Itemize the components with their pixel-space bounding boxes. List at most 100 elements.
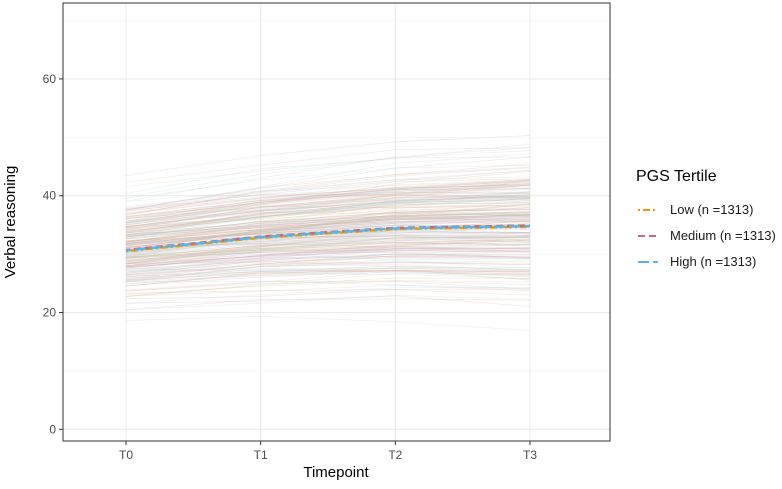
individual-trajectory	[125, 180, 531, 217]
individual-trajectory	[125, 294, 531, 311]
individual-trajectory	[125, 153, 531, 211]
individual-trajectory	[125, 184, 531, 224]
individual-trajectory	[125, 247, 531, 269]
individual-trajectory	[125, 213, 531, 251]
individual-trajectory	[125, 248, 531, 269]
individual-trajectory	[125, 220, 531, 265]
individual-trajectory	[125, 227, 531, 246]
individual-trajectory	[125, 210, 531, 245]
individual-trajectory	[125, 221, 531, 242]
individual-trajectory	[125, 213, 531, 238]
individual-trajectory	[125, 180, 531, 239]
individual-trajectory	[125, 176, 531, 209]
individual-trajectory	[125, 192, 531, 231]
individual-trajectory	[125, 270, 530, 287]
individual-trajectory	[125, 256, 531, 267]
legend: PGS Tertile Low (n =1313) Medium (n =1313…	[636, 168, 776, 269]
individual-trajectory	[125, 251, 531, 266]
individual-trajectory	[125, 253, 531, 280]
individual-trajectory	[125, 211, 531, 244]
individual-trajectory	[125, 280, 531, 290]
individual-trajectory	[125, 206, 531, 243]
individual-trajectory	[125, 242, 531, 266]
individual-trajectory	[125, 248, 531, 258]
individual-trajectory	[125, 169, 531, 208]
individual-trajectory	[125, 249, 531, 275]
individual-trajectory	[125, 188, 531, 220]
individual-trajectory	[125, 200, 531, 232]
individual-trajectory	[125, 235, 531, 251]
individual-trajectory	[125, 267, 531, 281]
individual-trajectory	[125, 214, 531, 251]
individual-trajectory	[125, 191, 531, 218]
individual-trajectory	[125, 191, 531, 215]
individual-trajectory	[125, 211, 531, 243]
individual-trajectory	[125, 220, 531, 244]
individual-trajectory	[125, 244, 531, 274]
individual-trajectory	[125, 143, 531, 194]
panel-border	[62, 2, 611, 442]
individual-trajectory	[125, 194, 531, 234]
individual-trajectory	[125, 236, 531, 260]
individual-trajectory	[125, 178, 531, 226]
individual-trajectory	[125, 253, 531, 270]
individual-trajectory	[125, 221, 531, 237]
individual-trajectory	[125, 269, 531, 282]
individual-trajectory	[125, 226, 531, 267]
individual-trajectory	[125, 236, 531, 268]
legend-title: PGS Tertile	[636, 168, 717, 185]
y-tick-label: 60	[43, 72, 57, 86]
individual-trajectory	[125, 203, 531, 252]
individual-trajectory	[125, 239, 531, 263]
individual-trajectory	[125, 247, 531, 268]
individual-trajectory	[125, 212, 531, 238]
individual-trajectory	[125, 253, 531, 272]
individual-trajectory	[125, 213, 531, 248]
individual-trajectory	[125, 216, 531, 244]
x-tick-label: T2	[388, 448, 402, 462]
individual-trajectory	[125, 163, 531, 211]
individual-trajectory	[125, 184, 531, 236]
individual-trajectory	[125, 235, 531, 245]
individual-trajectory	[125, 209, 531, 229]
individual-trajectory	[125, 217, 531, 240]
individual-trajectory	[125, 205, 531, 220]
individual-trajectory	[125, 193, 531, 233]
individual-trajectory	[125, 180, 531, 231]
individual-trajectory	[125, 217, 531, 246]
individual-trajectory	[125, 226, 531, 256]
individual-trajectory	[125, 268, 531, 280]
individual-trajectory	[125, 196, 531, 231]
individual-trajectory	[125, 224, 531, 244]
individual-trajectory	[125, 197, 531, 234]
individual-trajectory	[125, 251, 531, 262]
individual-trajectory	[125, 198, 531, 232]
individual-trajectory	[125, 211, 531, 247]
individual-trajectory	[125, 184, 531, 210]
individual-trajectory	[125, 196, 531, 236]
individual-trajectory	[125, 199, 531, 234]
individual-trajectory	[125, 150, 531, 198]
individual-trajectory	[125, 246, 531, 267]
y-tick-label: 0	[49, 422, 56, 436]
individual-trajectory	[125, 202, 531, 230]
individual-trajectory	[125, 185, 531, 220]
individual-trajectory	[125, 215, 531, 236]
individual-trajectory	[125, 183, 531, 228]
individual-trajectory	[125, 289, 531, 296]
individual-trajectory	[125, 233, 531, 257]
y-axis: 0 20 40 60	[43, 72, 63, 436]
individual-trajectory	[125, 246, 531, 267]
individual-trajectory	[125, 280, 531, 291]
individual-trajectory	[125, 248, 531, 265]
individual-trajectory	[125, 185, 531, 223]
individual-trajectory	[125, 195, 531, 227]
individual-trajectory	[125, 267, 531, 281]
individual-trajectory	[125, 156, 531, 187]
y-tick-label: 40	[43, 189, 57, 203]
individual-trajectory	[125, 269, 531, 287]
individual-trajectory	[125, 215, 531, 242]
y-axis-title: Verbal reasoning	[2, 166, 19, 279]
individual-trajectory	[125, 211, 531, 239]
